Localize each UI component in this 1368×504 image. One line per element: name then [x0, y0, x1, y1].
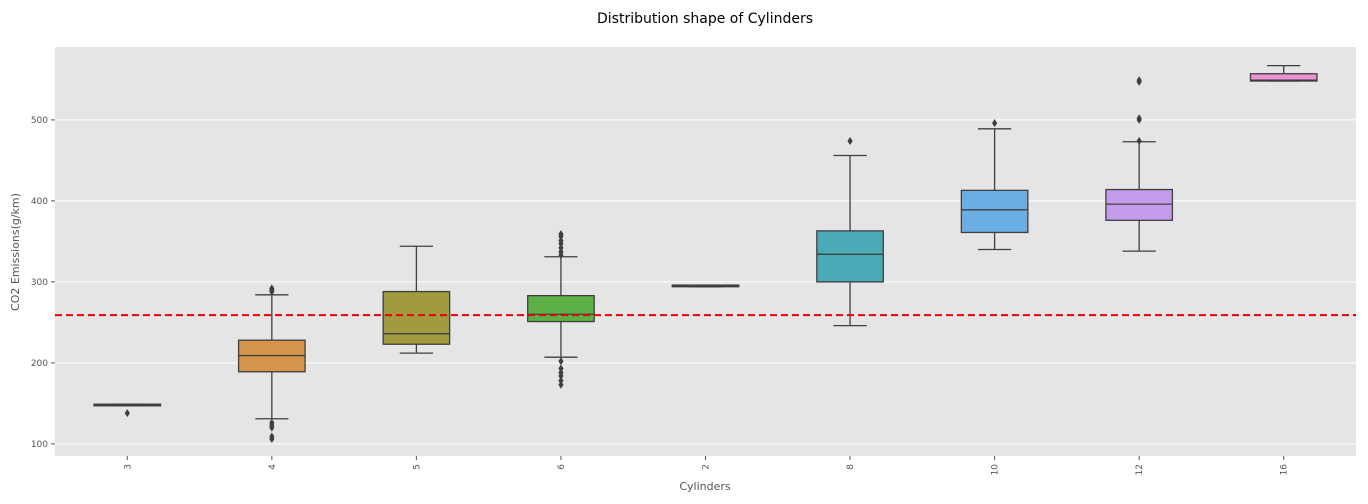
y-tick-label: 300: [31, 278, 48, 288]
outlier-point: [558, 364, 564, 373]
box-iqr: [816, 230, 884, 283]
y-tick-label: 400: [31, 197, 48, 207]
outlier-point: [558, 376, 564, 385]
x-axis-ticks: 3 4 5 6 2 8 10 12 16: [123, 456, 1290, 476]
outlier-point: [992, 119, 998, 128]
box-6: [527, 230, 595, 389]
box-16: [1249, 64, 1318, 82]
box-series: [93, 64, 1318, 443]
x-tick-label: 16: [1280, 464, 1290, 476]
x-tick-label: 8: [846, 464, 856, 470]
y-tick-label: 100: [31, 440, 48, 450]
outlier-point: [558, 230, 564, 239]
outlier-point: [558, 368, 564, 377]
box-10: [960, 119, 1029, 251]
outlier-point: [558, 380, 564, 389]
x-tick-label: 12: [1135, 464, 1145, 475]
box-8: [816, 136, 884, 327]
y-tick-label: 200: [31, 359, 48, 369]
y-tick-label: 500: [31, 116, 48, 126]
box-iqr: [1105, 188, 1174, 221]
box-iqr: [527, 294, 595, 323]
box-2: [671, 284, 740, 288]
outlier-point: [847, 136, 853, 145]
outlier-point: [269, 418, 275, 427]
x-tick-label: 10: [991, 464, 1001, 476]
box-12: [1105, 76, 1174, 252]
outlier-point: [558, 357, 564, 366]
box-iqr: [382, 290, 451, 345]
outlier-point: [124, 409, 130, 418]
x-tick-label: 3: [123, 464, 133, 470]
plot-area: [55, 47, 1356, 456]
x-tick-label: 6: [557, 464, 567, 470]
outlier-point: [558, 243, 564, 252]
box-3: [93, 403, 162, 418]
outlier-point: [1136, 76, 1142, 85]
x-axis-label: Cylinders: [679, 480, 731, 493]
x-tick-label: 4: [268, 464, 278, 470]
chart-title: Distribution shape of Cylinders: [597, 11, 813, 27]
outlier-point: [558, 247, 564, 256]
box-iqr: [960, 189, 1029, 234]
y-axis-label: CO2 Emissions(g/km): [9, 193, 22, 311]
x-tick-label: 5: [412, 464, 422, 470]
outlier-point: [269, 284, 275, 293]
y-axis-ticks: 100 200 300 400 500: [31, 116, 55, 450]
box-5: [382, 245, 451, 354]
x-tick-label: 2: [702, 464, 712, 470]
outlier-point: [269, 432, 275, 441]
outlier-point: [1136, 136, 1142, 145]
box-iqr: [1249, 73, 1318, 82]
outlier-point: [1136, 114, 1142, 123]
box-4: [237, 284, 306, 443]
outlier-point: [558, 236, 564, 245]
